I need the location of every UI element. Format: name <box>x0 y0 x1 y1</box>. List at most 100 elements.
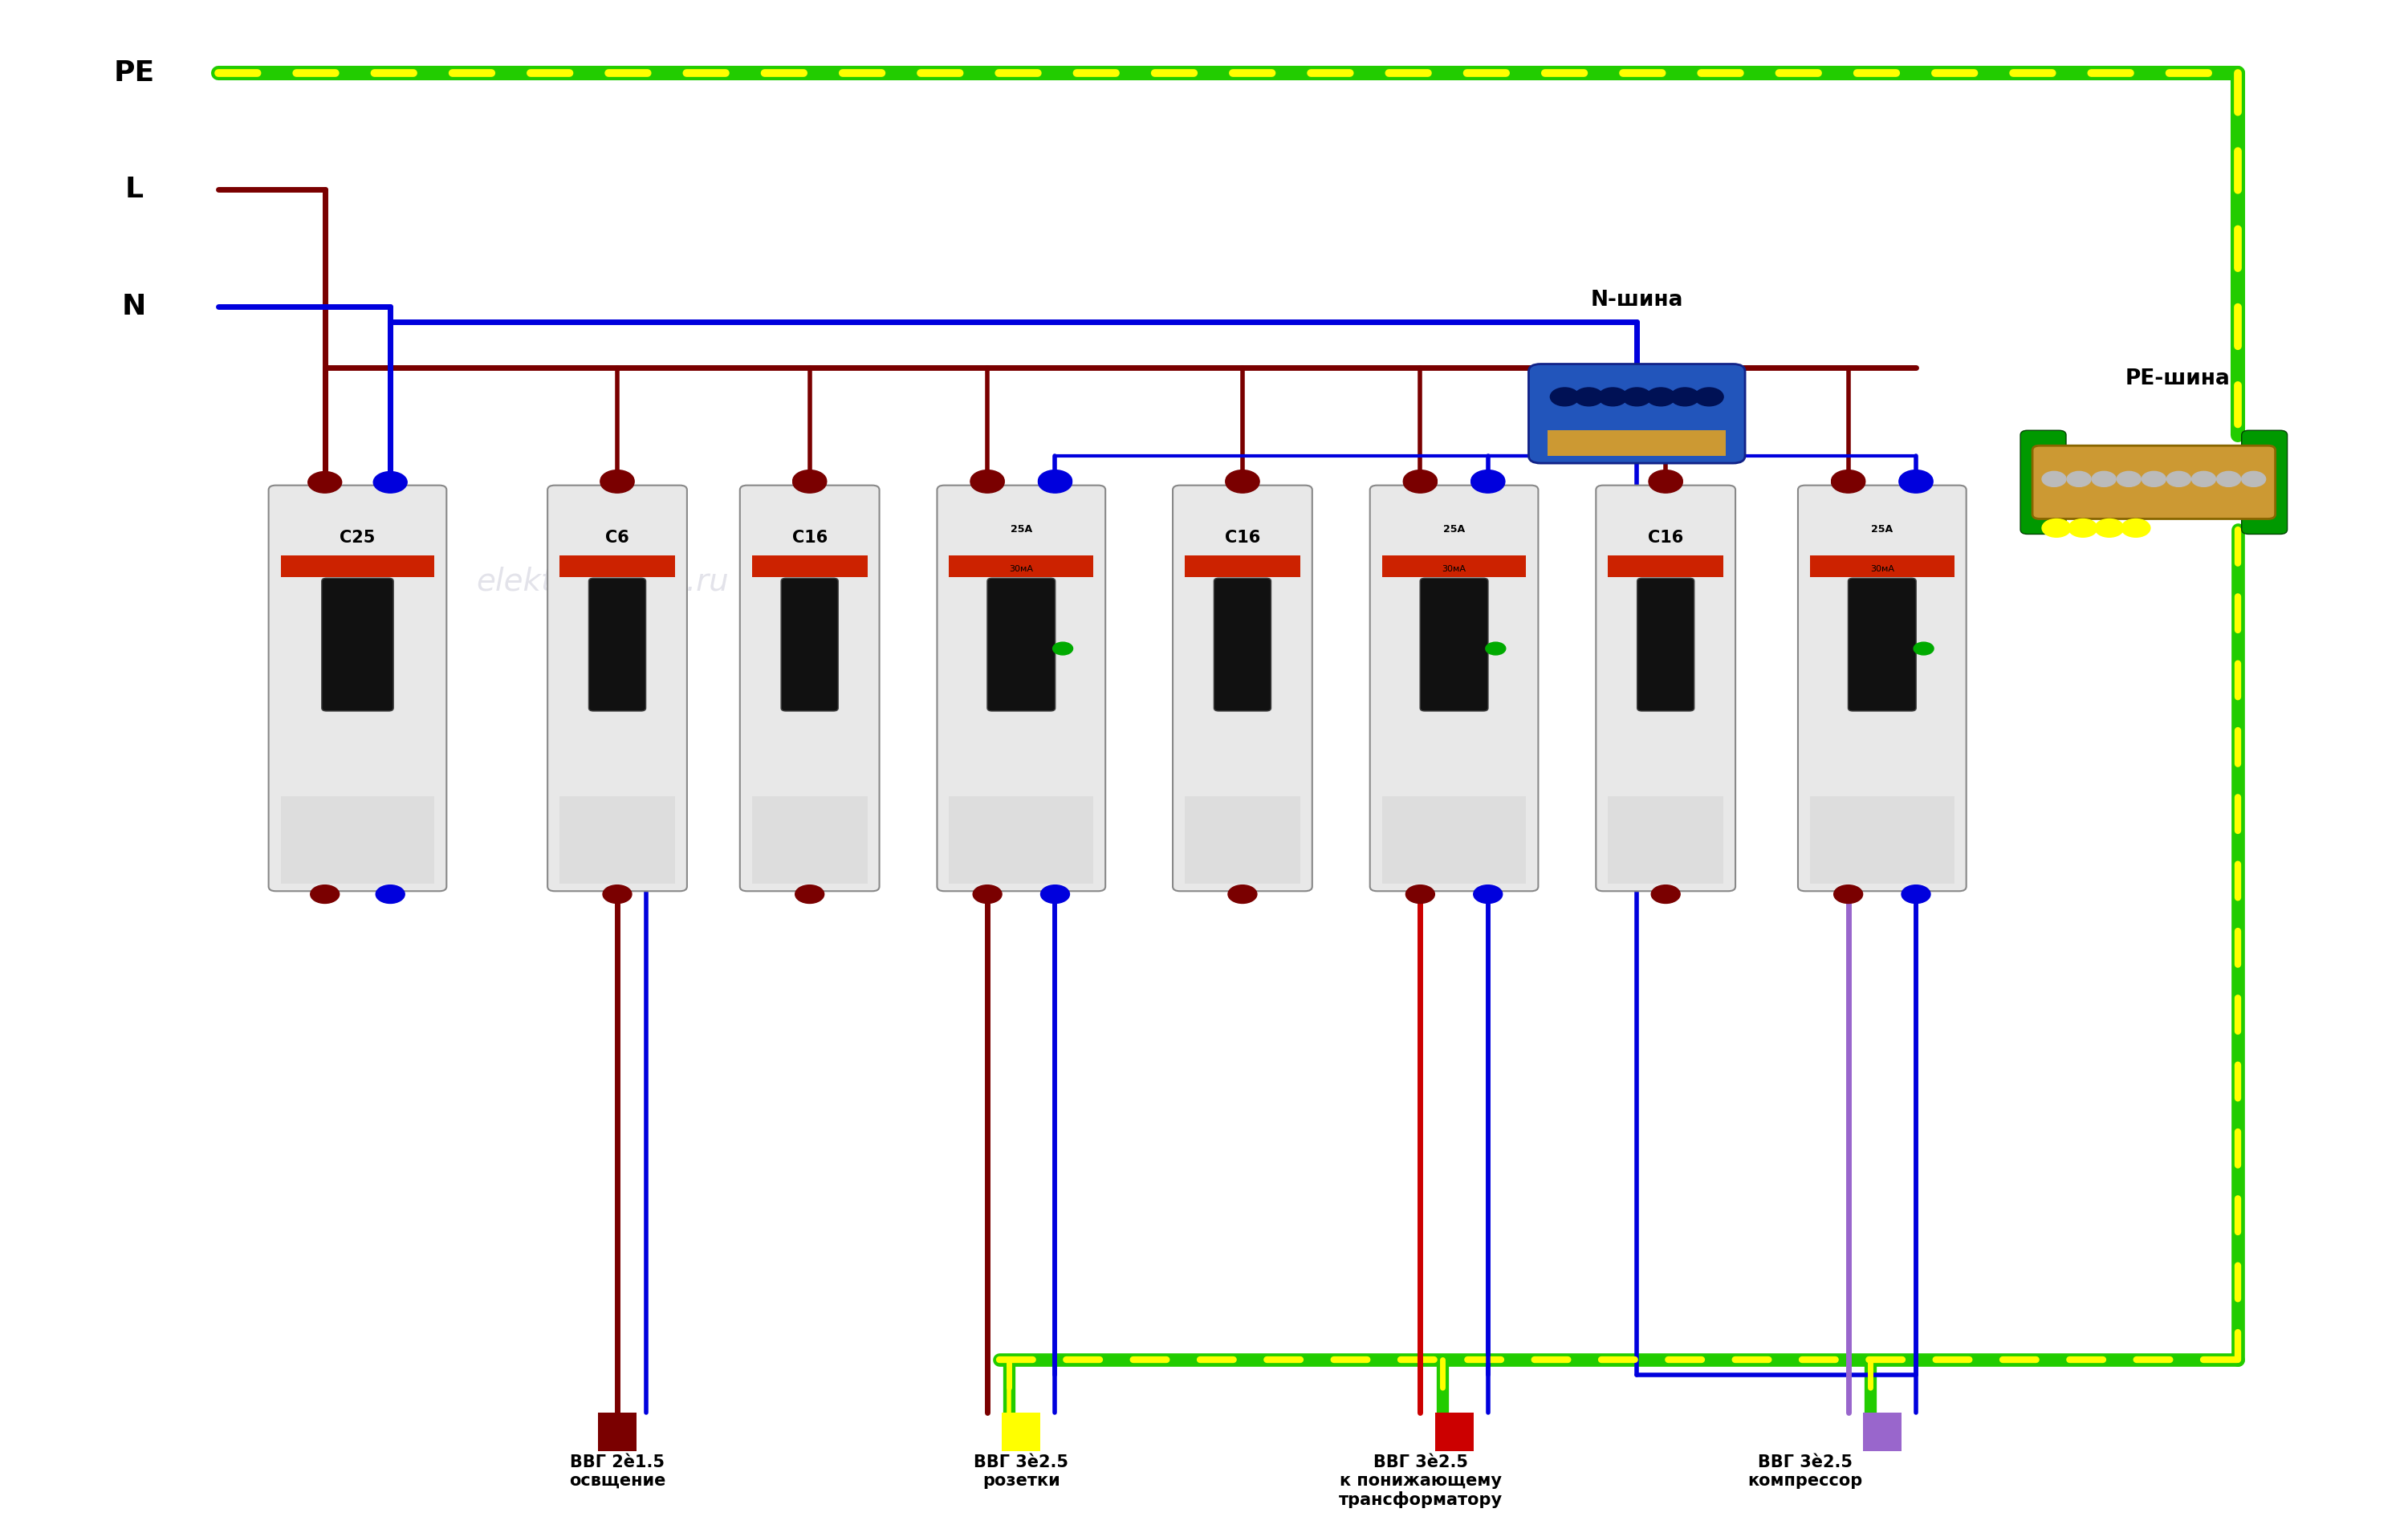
FancyBboxPatch shape <box>1214 578 1271 711</box>
Text: PE: PE <box>113 60 154 87</box>
Text: ВВГ 3ѐ2.5
розетки: ВВГ 3ѐ2.5 розетки <box>973 1454 1069 1489</box>
Circle shape <box>2191 471 2215 486</box>
FancyBboxPatch shape <box>270 485 445 891</box>
Circle shape <box>1902 885 1931 904</box>
Bar <box>1811 555 1955 576</box>
Bar <box>1435 1413 1474 1451</box>
Text: 25A: 25A <box>1011 524 1033 535</box>
Circle shape <box>1404 469 1438 491</box>
Circle shape <box>1914 642 1934 654</box>
Circle shape <box>2218 471 2242 486</box>
Circle shape <box>1671 388 1700 407</box>
Bar <box>1548 430 1727 456</box>
Circle shape <box>973 885 1002 904</box>
Bar <box>1864 1413 1902 1451</box>
Circle shape <box>1038 469 1072 491</box>
Circle shape <box>308 471 342 492</box>
FancyBboxPatch shape <box>1637 578 1695 711</box>
Circle shape <box>1832 469 1866 491</box>
FancyBboxPatch shape <box>1370 485 1539 891</box>
FancyBboxPatch shape <box>2032 445 2276 518</box>
Bar <box>1382 555 1527 576</box>
Circle shape <box>2121 518 2150 537</box>
Circle shape <box>1040 885 1069 904</box>
Circle shape <box>970 469 1004 491</box>
Bar <box>597 1413 636 1451</box>
Text: C16: C16 <box>792 529 828 546</box>
Bar <box>1609 797 1724 884</box>
FancyBboxPatch shape <box>780 578 838 711</box>
Circle shape <box>1649 469 1683 491</box>
Circle shape <box>2117 471 2141 486</box>
Circle shape <box>1404 471 1438 492</box>
Circle shape <box>2242 471 2266 486</box>
Circle shape <box>1406 885 1435 904</box>
Bar <box>949 797 1093 884</box>
Circle shape <box>2095 518 2124 537</box>
Circle shape <box>1474 885 1503 904</box>
Circle shape <box>1228 885 1257 904</box>
Circle shape <box>2042 518 2071 537</box>
Text: N-шина: N-шина <box>1589 291 1683 310</box>
Circle shape <box>2042 471 2066 486</box>
FancyBboxPatch shape <box>937 485 1105 891</box>
FancyBboxPatch shape <box>588 578 645 711</box>
Text: 25A: 25A <box>1442 524 1464 535</box>
Circle shape <box>311 885 340 904</box>
Circle shape <box>795 885 824 904</box>
Circle shape <box>1038 471 1072 492</box>
Circle shape <box>1835 885 1864 904</box>
FancyBboxPatch shape <box>2242 430 2288 534</box>
Text: РЕ-шина: РЕ-шина <box>2126 368 2230 390</box>
Bar <box>1609 555 1724 576</box>
Circle shape <box>2068 518 2097 537</box>
Text: 30мА: 30мА <box>1871 566 1895 573</box>
Circle shape <box>376 885 405 904</box>
FancyBboxPatch shape <box>323 578 393 711</box>
Circle shape <box>1900 471 1934 492</box>
Text: C6: C6 <box>604 529 628 546</box>
Circle shape <box>792 469 826 491</box>
Bar <box>1382 797 1527 884</box>
Bar <box>949 555 1093 576</box>
FancyBboxPatch shape <box>987 578 1055 711</box>
Circle shape <box>1575 388 1604 407</box>
Text: 30мА: 30мА <box>1442 566 1466 573</box>
Text: C16: C16 <box>1647 529 1683 546</box>
Circle shape <box>1599 388 1628 407</box>
Bar <box>1185 555 1300 576</box>
Text: C16: C16 <box>1226 529 1259 546</box>
Text: C25: C25 <box>340 529 376 546</box>
Circle shape <box>1052 642 1074 654</box>
Circle shape <box>600 471 633 492</box>
FancyBboxPatch shape <box>1847 578 1917 711</box>
Bar <box>1185 797 1300 884</box>
Circle shape <box>1623 388 1652 407</box>
Bar <box>282 797 433 884</box>
Text: L: L <box>125 176 142 203</box>
Circle shape <box>2167 471 2191 486</box>
Bar <box>559 797 674 884</box>
Circle shape <box>373 471 407 492</box>
Circle shape <box>600 469 633 491</box>
Text: ВВГ 3ѐ2.5
компрессор: ВВГ 3ѐ2.5 компрессор <box>1748 1454 1864 1489</box>
FancyBboxPatch shape <box>739 485 879 891</box>
Bar <box>282 555 433 576</box>
Circle shape <box>1652 885 1681 904</box>
FancyBboxPatch shape <box>1421 578 1488 711</box>
Circle shape <box>792 471 826 492</box>
Circle shape <box>2066 471 2090 486</box>
Circle shape <box>1649 471 1683 492</box>
Bar <box>1811 797 1955 884</box>
Text: 25A: 25A <box>1871 524 1893 535</box>
Bar <box>751 555 867 576</box>
Bar <box>559 555 674 576</box>
Circle shape <box>1551 388 1580 407</box>
Circle shape <box>1226 471 1259 492</box>
FancyBboxPatch shape <box>2020 430 2066 534</box>
Text: ВВГ 2ѐ1.5
освщение: ВВГ 2ѐ1.5 освщение <box>568 1454 665 1489</box>
Circle shape <box>602 885 631 904</box>
FancyBboxPatch shape <box>1597 485 1736 891</box>
FancyBboxPatch shape <box>1799 485 1967 891</box>
Circle shape <box>1486 642 1505 654</box>
